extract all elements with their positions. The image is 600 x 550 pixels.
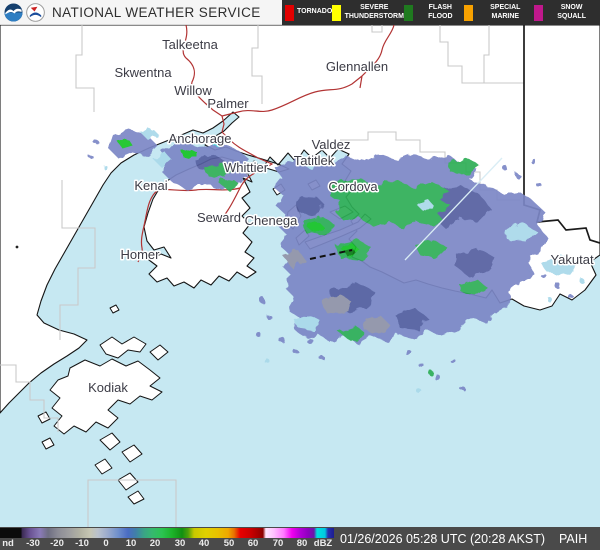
branding-bar: NATIONAL WEATHER SERVICE <box>0 0 282 25</box>
legend-item-special-marine: SPECIAL MARINE <box>464 4 534 21</box>
barrier-islands <box>309 249 353 260</box>
city-label-tatitlek: Tatitlek <box>294 153 335 168</box>
radar-echo-layer <box>90 128 585 393</box>
legend-label: SNOW SQUALL <box>557 4 586 20</box>
scale-tick-80: 80 <box>296 538 308 549</box>
station-id: PAIH <box>559 531 588 546</box>
status-bar: nd -30 -20 -10 0 10 20 30 40 50 60 70 80 dBZ 01/26/20… <box>0 527 600 550</box>
scale-tick-50: 50 <box>223 538 235 549</box>
legend-label: SEVERE THUNDERSTORM <box>344 4 404 20</box>
agency-title: NATIONAL WEATHER SERVICE <box>52 4 261 20</box>
legend-item-severe-thunderstorm: SEVERE THUNDERSTORM <box>332 4 404 21</box>
scale-tick-40: 40 <box>198 538 210 549</box>
city-label-palmer: Palmer <box>207 96 249 111</box>
timestamp-area: 01/26/2026 05:28 UTC (20:28 AKST) PAIH <box>340 527 587 550</box>
city-label-homer: Homer <box>120 247 160 262</box>
city-label-valdez: Valdez <box>312 137 351 152</box>
legend-swatch <box>534 4 544 21</box>
scale-tick-30: 30 <box>174 538 186 549</box>
scale-tick-20: 20 <box>149 538 161 549</box>
radar-radial-artifact <box>404 157 503 261</box>
city-label-willow: Willow <box>174 83 212 98</box>
noaa-logo-icon <box>4 2 23 22</box>
scale-tick-dBZ: dBZ <box>313 538 333 549</box>
kodiak-islands <box>37 304 169 505</box>
city-label-kenai: Kenai <box>134 178 167 193</box>
scale-tick-nd: nd <box>2 538 14 549</box>
hazard-legend: TORNADO SEVERE THUNDERSTORM FLASH FLOOD SPE… <box>282 0 600 25</box>
scale-tick--30: -30 <box>26 538 40 549</box>
dbz-color-scale <box>0 528 334 538</box>
city-label-yakutat: Yakutat <box>550 252 594 267</box>
legend-swatch <box>332 4 342 21</box>
scale-tick--20: -20 <box>50 538 64 549</box>
legend-label: SPECIAL MARINE <box>490 4 521 20</box>
highways <box>137 25 395 263</box>
scale-tick-60: 60 <box>247 538 259 549</box>
legend-label: FLASH FLOOD <box>428 4 453 20</box>
map-speck <box>15 245 19 249</box>
nws-logo-icon <box>26 2 45 22</box>
dbz-scale-ticks: nd -30 -20 -10 0 10 20 30 40 50 60 70 80 dBZ <box>0 538 334 550</box>
city-label-glennallen: Glennallen <box>326 59 388 74</box>
legend-item-flash-flood: FLASH FLOOD <box>404 4 464 21</box>
legend-item-tornado: TORNADO <box>285 4 333 21</box>
city-label-anchorage: Anchorage <box>169 131 232 146</box>
legend-swatch <box>285 4 294 21</box>
legend-swatch <box>404 4 414 21</box>
city-label-skwentna: Skwentna <box>114 65 172 80</box>
scale-tick-70: 70 <box>272 538 284 549</box>
city-label-kodiak: Kodiak <box>88 380 128 395</box>
timestamp: 01/26/2026 05:28 UTC (20:28 AKST) <box>340 531 545 546</box>
city-label-talkeetna: Talkeetna <box>162 37 218 52</box>
top-bar: NATIONAL WEATHER SERVICE TORNADO SEVERE T… <box>0 0 600 25</box>
legend-swatch <box>464 4 474 21</box>
legend-label: TORNADO <box>297 8 333 16</box>
scale-tick-0: 0 <box>103 538 109 549</box>
radar-map-container[interactable]: Talkeetna Skwentna Glennallen Willow Palmer A… <box>0 25 600 527</box>
city-label-whittier: Whittier <box>224 160 269 175</box>
scale-tick-10: 10 <box>125 538 137 549</box>
city-label-seward: Seward <box>197 210 241 225</box>
city-label-chenega: Chenega <box>245 213 299 228</box>
city-label-cordova: Cordova <box>328 179 378 194</box>
legend-item-snow-squall: SNOW SQUALL <box>534 4 597 21</box>
scale-tick--10: -10 <box>75 538 89 549</box>
